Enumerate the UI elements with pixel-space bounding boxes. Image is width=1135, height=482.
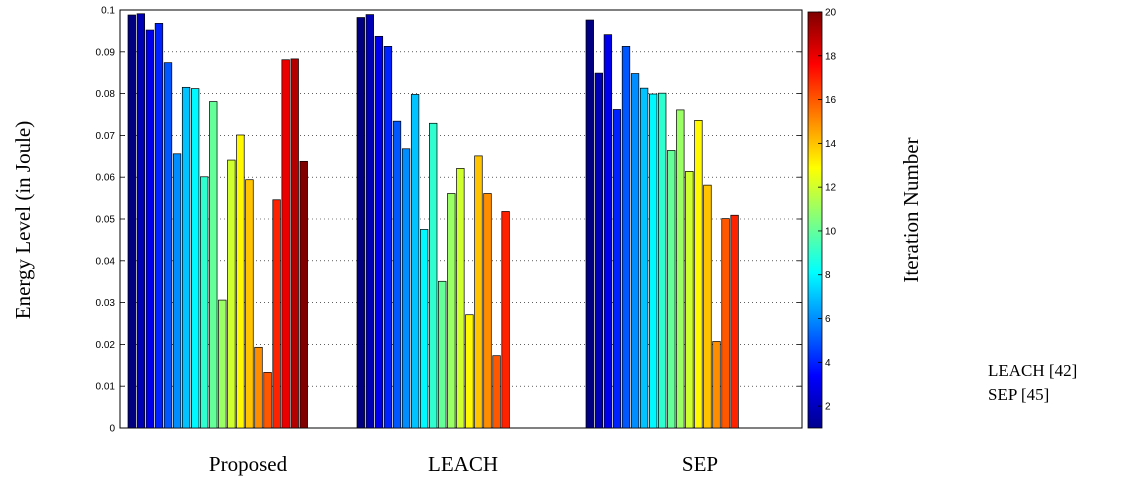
bar xyxy=(658,92,667,429)
colorbar-tick-label: 10 xyxy=(825,226,837,237)
colorbar-tick-label: 4 xyxy=(825,358,831,369)
y-tick-label: 0.08 xyxy=(96,89,116,100)
bar xyxy=(254,346,263,429)
bar xyxy=(492,355,501,429)
bar xyxy=(676,109,685,429)
bar xyxy=(127,14,136,429)
y-axis-ticks: 0 0.01 0.02 0.03 0.04 0.05 0.06 0.07 0.08 0.09 0.1 xyxy=(96,6,802,435)
y-axis-title: Energy Level (in Joule) xyxy=(11,121,35,319)
colorbar-tick-label: 18 xyxy=(825,51,837,62)
bar xyxy=(365,14,374,429)
bar xyxy=(272,199,281,429)
bar xyxy=(465,314,474,429)
bar xyxy=(447,193,456,429)
y-tick-label: 0.09 xyxy=(96,47,116,58)
bar xyxy=(209,101,218,429)
y-tick-label: 0.06 xyxy=(96,173,116,184)
bar xyxy=(191,88,200,429)
bar xyxy=(438,280,447,429)
bar xyxy=(730,214,739,429)
bar xyxy=(281,59,290,429)
bar xyxy=(501,211,510,429)
colorbar-ticks: 2 4 6 8 10 12 14 16 18 20 xyxy=(818,8,837,413)
category-label: SEP xyxy=(682,452,718,476)
bar xyxy=(694,120,703,429)
bar xyxy=(401,148,411,429)
bar xyxy=(667,150,676,429)
y-tick-label: 0.01 xyxy=(96,382,116,393)
bar xyxy=(612,109,622,429)
y-tick-label: 0.03 xyxy=(96,298,116,309)
bar xyxy=(200,176,209,429)
category-label: LEACH xyxy=(428,452,498,476)
bar xyxy=(299,160,308,429)
bar xyxy=(290,58,299,429)
bar xyxy=(429,122,438,429)
bar xyxy=(218,299,227,429)
bar xyxy=(181,86,191,429)
bar xyxy=(621,46,631,429)
y-tick-label: 0.1 xyxy=(101,6,115,17)
colorbar-tick-label: 2 xyxy=(825,402,831,413)
bar xyxy=(172,153,182,429)
bar xyxy=(456,168,465,429)
bar xyxy=(227,159,236,429)
bar xyxy=(420,229,429,429)
bar xyxy=(639,87,649,429)
bar xyxy=(630,73,640,429)
y-tick-label: 0.05 xyxy=(96,215,116,226)
bar xyxy=(236,134,245,429)
bar xyxy=(374,35,384,429)
bar xyxy=(392,120,402,429)
bar xyxy=(603,34,613,429)
bar xyxy=(136,13,146,429)
colorbar-title: Iteration Number xyxy=(899,137,923,282)
bar xyxy=(245,179,254,429)
colorbar-tick-label: 16 xyxy=(825,95,837,106)
bar xyxy=(145,29,155,429)
bar xyxy=(383,46,393,429)
bar xyxy=(154,23,164,429)
category-labels: Proposed LEACH SEP xyxy=(209,452,718,476)
y-tick-label: 0 xyxy=(109,424,115,435)
bar xyxy=(721,218,730,429)
y-tick-label: 0.02 xyxy=(96,340,116,351)
colorbar xyxy=(807,11,823,429)
colorbar-tick-label: 6 xyxy=(825,314,831,325)
y-tick-label: 0.04 xyxy=(96,256,116,267)
bar xyxy=(263,372,272,429)
bar xyxy=(712,341,721,429)
bar xyxy=(703,184,712,429)
bar xyxy=(163,62,173,429)
y-tick-label: 0.07 xyxy=(96,131,116,142)
bar xyxy=(585,19,594,429)
side-note-leach: LEACH [42] xyxy=(988,361,1077,380)
bar xyxy=(356,17,365,429)
bars xyxy=(127,13,739,429)
bar xyxy=(410,94,420,429)
bar xyxy=(648,93,658,429)
side-note-sep: SEP [45] xyxy=(988,385,1049,404)
bar xyxy=(474,155,483,429)
bar xyxy=(594,72,603,429)
colorbar-tick-label: 20 xyxy=(825,8,837,19)
bar xyxy=(685,170,694,429)
colorbar-tick-label: 12 xyxy=(825,183,837,194)
category-label: Proposed xyxy=(209,452,288,476)
bar xyxy=(483,193,492,429)
colorbar-tick-label: 8 xyxy=(825,270,831,281)
colorbar-tick-label: 14 xyxy=(825,139,837,150)
